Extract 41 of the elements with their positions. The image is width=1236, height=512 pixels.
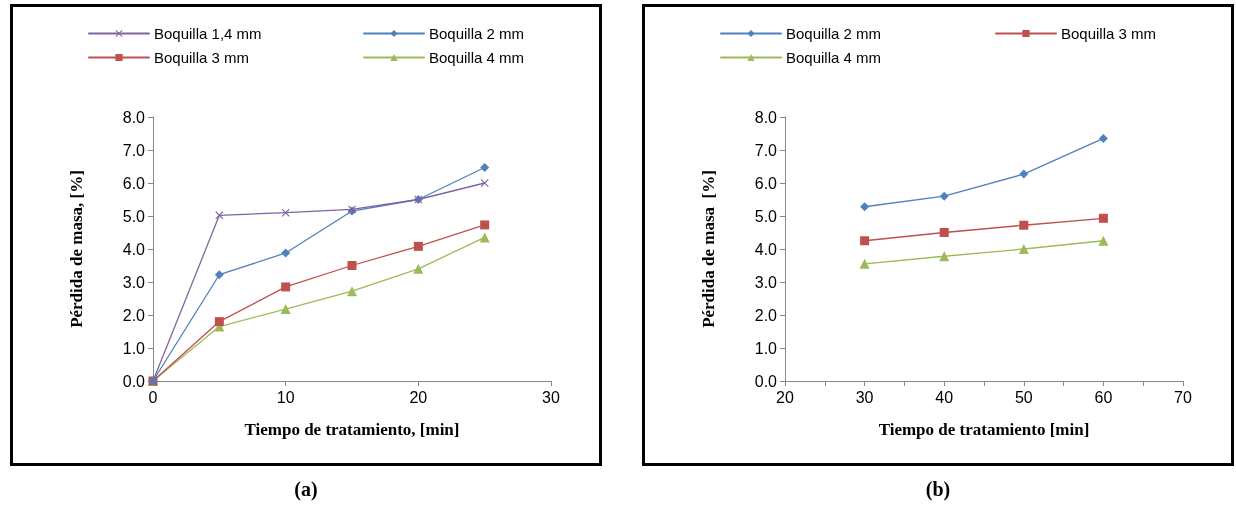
x-tick-label: 50 xyxy=(1014,388,1033,406)
y-tick-label: 2.0 xyxy=(754,306,778,324)
y-tick-label: 1.0 xyxy=(122,339,146,357)
y-tick-label: 8.0 xyxy=(754,108,778,126)
y-tick-label: 7.0 xyxy=(754,141,778,159)
y-axis-title: Pérdida de masa, [%] xyxy=(67,170,86,328)
y-axis-title: Pérdida de masa [%] xyxy=(699,170,718,328)
x-tick-label: 20 xyxy=(409,388,428,406)
x-tick-label: 30 xyxy=(542,388,560,406)
y-tick-label: 5.0 xyxy=(754,207,778,225)
y-tick-label: 4.0 xyxy=(122,240,146,258)
legend-label: Boquilla 4 mm xyxy=(429,49,525,66)
x-tick-label: 60 xyxy=(1094,388,1113,406)
legend-label: Boquilla 3 mm xyxy=(1061,25,1157,42)
x-tick-label: 40 xyxy=(935,388,954,406)
x-tick-label: 10 xyxy=(276,388,295,406)
y-tick-label: 0.0 xyxy=(122,372,146,390)
x-axis-title: Tiempo de tratamiento [min] xyxy=(878,420,1090,439)
x-axis-title: Tiempo de tratamiento, [min] xyxy=(244,420,460,439)
y-tick-label: 5.0 xyxy=(122,207,146,225)
legend-label: Boquilla 2 mm xyxy=(429,25,525,42)
legend-label: Boquilla 1,4 mm xyxy=(154,25,262,42)
x-tick-label: 70 xyxy=(1174,388,1192,406)
y-tick-label: 2.0 xyxy=(122,306,146,324)
x-tick-label: 30 xyxy=(855,388,874,406)
y-tick-label: 4.0 xyxy=(754,240,778,258)
x-tick-label: 0 xyxy=(148,388,158,406)
text: (a) xyxy=(293,478,319,501)
y-tick-label: 6.0 xyxy=(122,174,146,192)
y-tick-label: 3.0 xyxy=(122,273,146,291)
x-tick-label: 20 xyxy=(776,388,794,406)
y-tick-label: 0.0 xyxy=(754,372,778,390)
y-tick-label: 3.0 xyxy=(754,273,778,291)
y-tick-label: 7.0 xyxy=(122,141,146,159)
y-tick-label: 1.0 xyxy=(754,339,778,357)
text: (b) xyxy=(924,478,952,501)
y-tick-label: 8.0 xyxy=(122,108,146,126)
y-tick-label: 6.0 xyxy=(754,174,778,192)
legend-label: Boquilla 4 mm xyxy=(786,49,882,66)
legend-label: Boquilla 2 mm xyxy=(786,25,882,42)
legend-label: Boquilla 3 mm xyxy=(154,49,250,66)
